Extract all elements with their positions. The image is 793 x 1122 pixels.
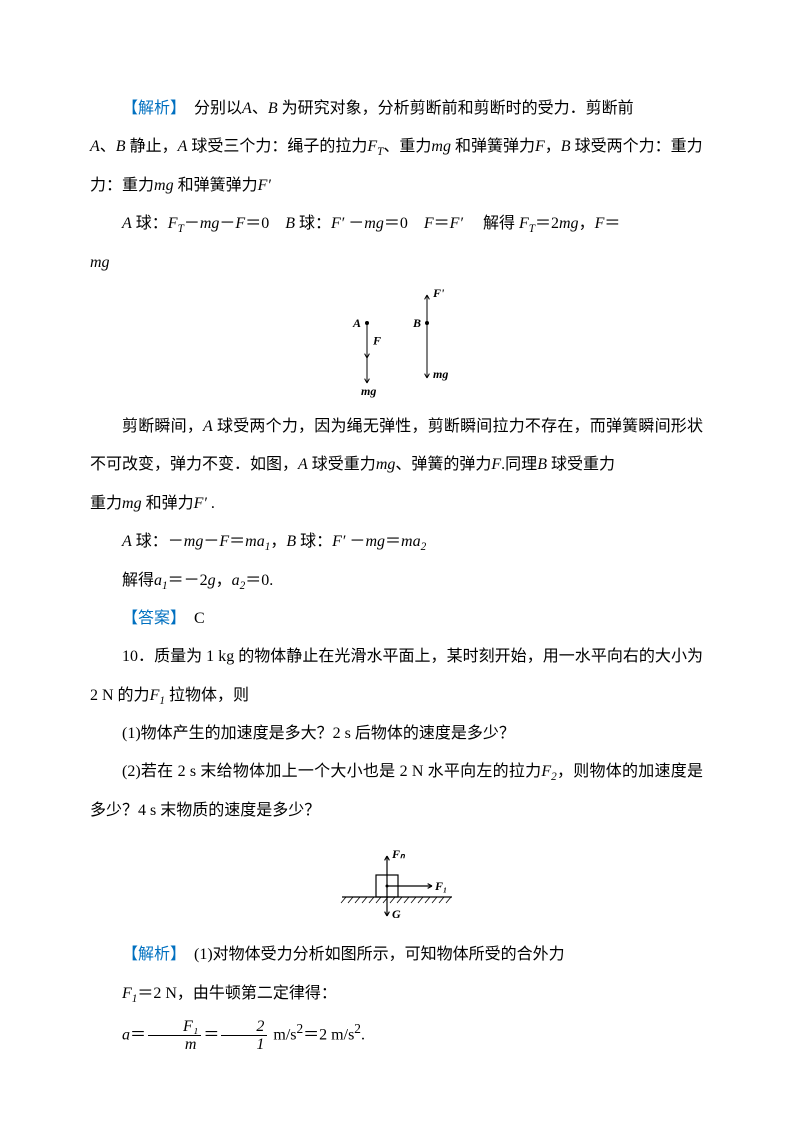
force-diagram-svg: AFmg B F' mg xyxy=(332,288,462,398)
free-body-diagram: Fₙ F₁ G xyxy=(90,836,703,930)
force-diagram-ab: AFmg B F' mg xyxy=(90,288,703,402)
svg-text:G: G xyxy=(392,907,401,921)
free-body-svg: Fₙ F₁ G xyxy=(322,836,472,926)
answer-value: C xyxy=(194,610,205,627)
analysis-paragraph-2b: 重力mg 和弹力F′ . xyxy=(90,485,703,523)
answer-line: 【答案】 C xyxy=(90,600,703,638)
svg-text:F: F xyxy=(372,333,381,347)
svg-text:mg: mg xyxy=(433,367,448,381)
analysis-paragraph-2: 剪断瞬间，A 球受两个力，因为绳无弹性，剪断瞬间拉力不存在，而弹簧瞬间形状不可改… xyxy=(90,408,703,485)
solution-10-line3: a＝F₁m＝21 m/s2＝2 m/s2. xyxy=(90,1013,703,1055)
fraction-2: 21 xyxy=(221,1018,267,1054)
solve-line: 解得a1＝－2g，a2＝0. xyxy=(90,562,703,600)
jiexi-label: 【解析】 xyxy=(122,100,178,117)
analysis-paragraph-1b: A、B 静止，A 球受三个力：绳子的拉力FT、重力mg 和弹簧弹力F，B 球受两… xyxy=(90,128,703,166)
question-10: 10．质量为 1 kg 的物体静止在光滑水平面上，某时刻开始，用一水平向右的大小… xyxy=(90,638,703,715)
equations-line-1: A 球：FT－mg－F＝0 B 球：F′ －mg＝0 F＝F′ 解得 FT＝2m… xyxy=(90,205,703,243)
svg-text:B: B xyxy=(412,316,421,330)
svg-text:Fₙ: Fₙ xyxy=(391,847,406,861)
fraction-1: F₁m xyxy=(148,1018,201,1054)
question-10-1: (1)物体产生的加速度是多大？2 s 后物体的速度是多少？ xyxy=(90,715,703,753)
solution-10-line2: F1＝2 N，由牛顿第二定律得： xyxy=(90,975,703,1013)
svg-text:F₁: F₁ xyxy=(434,879,447,893)
svg-text:F': F' xyxy=(432,288,445,300)
jiexi-label-2: 【解析】 xyxy=(122,946,178,963)
equations-line-2: A 球：－mg－F＝ma1，B 球：F′ －mg＝ma2 xyxy=(90,523,703,561)
equations-line-1b: mg xyxy=(90,244,703,282)
analysis-paragraph-1: 【解析】 分别以A、B 为研究对象，分析剪断前和剪断时的受力．剪断前 xyxy=(90,90,703,128)
question-10-2: (2)若在 2 s 末给物体加上一个大小也是 2 N 水平向左的拉力F2，则物体… xyxy=(90,753,703,830)
solution-10-line1: 【解析】 (1)对物体受力分析如图所示，可知物体所受的合外力 xyxy=(90,936,703,974)
svg-text:A: A xyxy=(352,316,361,330)
analysis-paragraph-1c: 力：重力mg 和弹簧弹力F′ xyxy=(90,167,703,205)
svg-text:mg: mg xyxy=(361,384,376,398)
daan-label: 【答案】 xyxy=(122,610,178,627)
